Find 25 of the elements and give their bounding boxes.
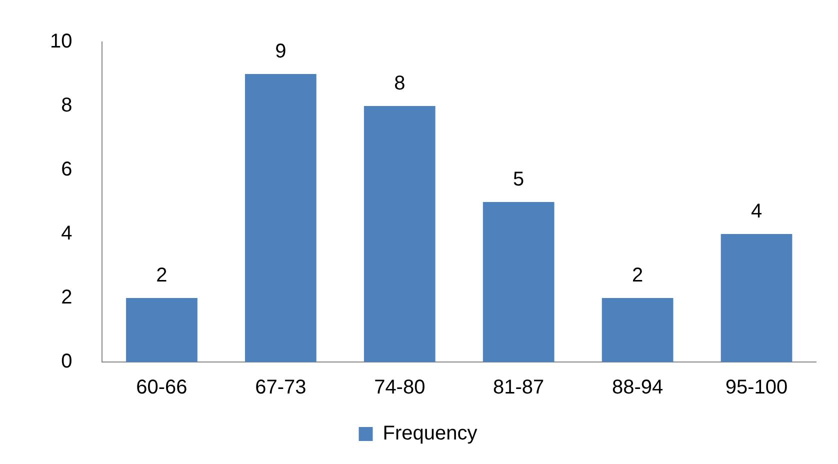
- data-label: 9: [275, 40, 286, 63]
- y-tick-label: 6: [61, 158, 72, 181]
- bar: [720, 234, 792, 362]
- bar: [244, 74, 316, 362]
- data-label: 2: [156, 264, 168, 287]
- bar: [126, 298, 198, 362]
- data-label: 4: [750, 200, 762, 223]
- x-tick-label: 81-87: [493, 376, 544, 399]
- x-tick-label: 95-100: [725, 376, 788, 399]
- y-tick-label: 2: [61, 286, 72, 309]
- y-tick-label: 8: [61, 94, 72, 117]
- x-tick-label: 60-66: [136, 376, 188, 399]
- x-tick-label: 74-80: [374, 376, 426, 399]
- x-tick-label: 88-94: [612, 376, 664, 399]
- data-label: 2: [632, 264, 644, 287]
- data-label: 8: [394, 72, 406, 95]
- y-tick-label: 10: [50, 30, 72, 53]
- data-label: 5: [513, 168, 524, 191]
- legend-label: Frequency: [382, 422, 478, 445]
- x-tick-label: 67-73: [255, 376, 306, 399]
- bar: [364, 106, 436, 362]
- y-tick-label: 4: [61, 222, 72, 245]
- y-tick-label: 0: [61, 350, 72, 373]
- bar: [602, 298, 674, 362]
- bar: [482, 202, 554, 362]
